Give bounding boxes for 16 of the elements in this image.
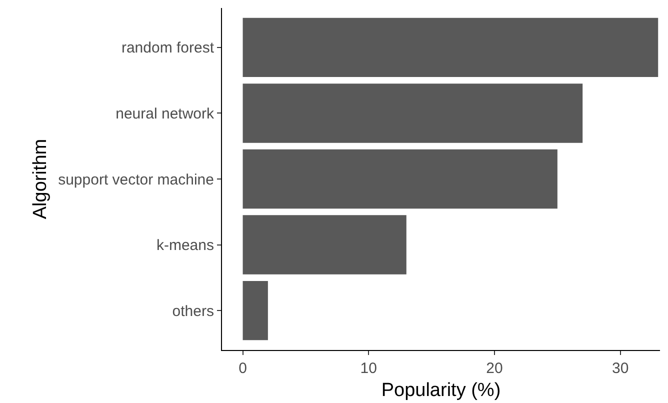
x-tick-label: 30 bbox=[612, 360, 629, 377]
bar bbox=[242, 18, 658, 78]
bar bbox=[242, 149, 558, 209]
y-tick-label: support vector machine bbox=[58, 171, 214, 188]
y-tick-label: neural network bbox=[116, 105, 214, 122]
x-tick-label: 20 bbox=[486, 360, 503, 377]
y-tick-label: random forest bbox=[121, 40, 215, 57]
x-axis-title: Popularity (%) bbox=[381, 380, 501, 401]
y-tick-label: k-means bbox=[156, 237, 214, 254]
bar bbox=[242, 84, 583, 143]
bar bbox=[242, 215, 406, 274]
x-tick-label: 0 bbox=[238, 360, 247, 377]
x-tick-label: 10 bbox=[360, 360, 377, 377]
y-axis-title: Algorithm bbox=[30, 138, 51, 220]
bar bbox=[242, 280, 268, 340]
y-tick-label: others bbox=[172, 302, 214, 320]
